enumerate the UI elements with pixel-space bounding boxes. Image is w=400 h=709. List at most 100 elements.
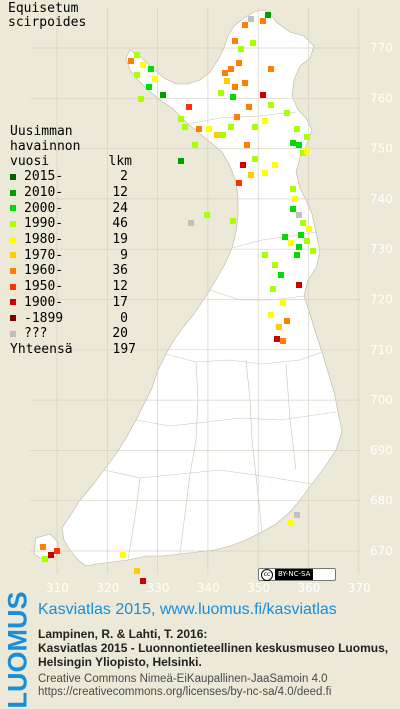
legend-label: 1950-: [24, 279, 64, 295]
legend-swatch: [10, 205, 16, 212]
observation-square: [290, 206, 296, 212]
grid-label-y: 730: [370, 242, 393, 256]
legend-heading-line1: Uusimman: [10, 124, 73, 139]
observation-square: [304, 148, 310, 154]
observation-square: [260, 18, 266, 24]
observation-square: [260, 92, 266, 98]
observation-square: [196, 126, 202, 132]
legend: Uusimman havainnon vuosi lkm 2015- 2 2010-…: [6, 124, 136, 358]
cc-license-badge[interactable]: cc BY-NC-SA: [258, 568, 336, 581]
observation-square: [284, 110, 290, 116]
observation-square: [218, 90, 224, 96]
legend-label: 1990-: [24, 216, 64, 232]
legend-count: 2: [120, 169, 128, 185]
observation-square: [224, 78, 230, 84]
observation-square: [310, 248, 316, 254]
grid-label-x: 340: [197, 581, 220, 592]
grid-labels: 770 760 750 740 730 720 710 700 690 680 670 310 320 3…: [46, 41, 393, 592]
observation-square: [252, 156, 258, 162]
legend-swatch: [10, 299, 16, 306]
observation-square: [250, 40, 256, 46]
legend-count: 0: [120, 310, 128, 326]
observation-square: [268, 312, 274, 318]
grid-label-y: 760: [370, 91, 393, 105]
observation-square: [272, 162, 278, 168]
legend-label: 1970-: [24, 247, 64, 263]
observation-square: [270, 286, 276, 292]
total-count: 197: [112, 341, 136, 357]
legend-label: 1900-: [24, 294, 64, 310]
observation-square: [140, 62, 146, 68]
legend-heading: Uusimman havainnon vuosi lkm: [10, 124, 136, 169]
license-line1: Creative Commons Nimeä-EiKaupallinen-Jaa…: [38, 673, 328, 685]
observation-square: [178, 116, 184, 122]
legend-swatch: [10, 267, 16, 274]
legend-count: 12: [112, 279, 128, 295]
observation-square: [48, 552, 54, 558]
observation-square: [232, 84, 238, 90]
observation-square: [134, 52, 140, 58]
citation: Lampinen, R. & Lahti, T. 2016: Kasviatla…: [38, 627, 388, 669]
observation-square: [306, 226, 312, 232]
observation-square: [262, 252, 268, 258]
observation-square: [40, 544, 46, 550]
observation-square: [204, 212, 210, 218]
citation-line1: Lampinen, R. & Lahti, T. 2016:: [38, 627, 208, 641]
luomus-logo-text: LUOMUS: [2, 591, 33, 709]
observation-square: [300, 150, 306, 156]
species-name: Equisetum scirpoides: [8, 2, 128, 30]
observation-square: [280, 300, 286, 306]
legend-heading-line2: havainnon: [10, 139, 81, 154]
legend-count: 36: [112, 263, 128, 279]
atlas-title-link[interactable]: Kasviatlas 2015, www.luomus.fi/kasviatla…: [38, 601, 337, 618]
observation-square: [228, 124, 234, 130]
legend-label: 1960-: [24, 263, 64, 279]
finland-land: [61, 9, 343, 567]
total-label: Yhteensä: [10, 341, 73, 357]
legend-row: 1950- 12: [6, 279, 136, 295]
legend-label: ???: [24, 326, 48, 342]
license-link[interactable]: https://creativecommons.org/licenses/by-…: [38, 686, 332, 698]
observation-square: [152, 76, 158, 82]
legend-count: 20: [112, 326, 128, 342]
observation-square: [242, 22, 248, 28]
observation-square: [278, 272, 284, 278]
observation-square: [268, 66, 274, 72]
grid-label-y: 680: [370, 494, 393, 508]
observation-square: [192, 142, 198, 148]
legend-row: ??? 20: [6, 326, 136, 342]
observation-square: [222, 70, 228, 76]
cc-icon: cc: [261, 568, 273, 581]
observation-square: [230, 94, 236, 100]
observation-square: [232, 38, 238, 44]
observation-square: [304, 134, 310, 140]
observation-square: [236, 60, 242, 66]
legend-count: 17: [112, 294, 128, 310]
legend-count: 19: [112, 232, 128, 248]
observation-square: [268, 102, 274, 108]
grid-label-x: 350: [247, 581, 270, 592]
observation-square: [246, 104, 252, 110]
observation-square: [134, 568, 140, 574]
observation-square: [54, 548, 60, 554]
observation-square: [304, 238, 310, 244]
observation-squares: [40, 12, 316, 584]
observation-square: [138, 96, 144, 102]
legend-row: 2000- 24: [6, 200, 136, 216]
observation-square: [242, 80, 248, 86]
observation-square: [280, 338, 286, 344]
legend-swatch: [10, 315, 16, 322]
grid-label-y: 670: [370, 544, 393, 558]
observation-square: [296, 244, 302, 250]
legend-swatch: [10, 189, 16, 196]
observation-square: [284, 318, 290, 324]
observation-square: [265, 12, 271, 18]
grid-label-y: 770: [370, 41, 393, 55]
observation-square: [274, 336, 280, 342]
observation-square: [252, 124, 258, 130]
legend-count-header: lkm: [108, 154, 132, 169]
grid-label-y: 700: [370, 393, 393, 407]
observation-square: [234, 114, 240, 120]
observation-square: [228, 66, 234, 72]
legend-swatch: [10, 283, 16, 290]
